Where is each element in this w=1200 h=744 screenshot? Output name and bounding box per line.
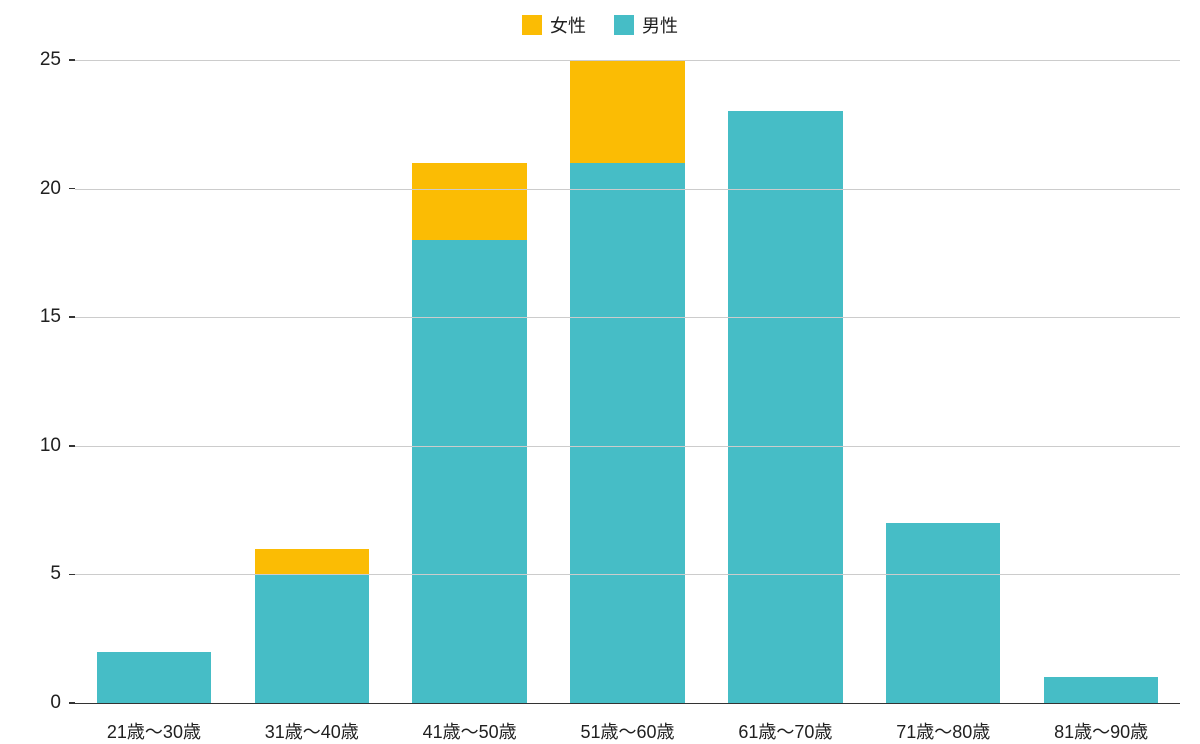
x-axis-label: 51歳～60歳 — [549, 712, 707, 742]
bar-segment-女性 — [412, 163, 526, 240]
bar-group — [864, 60, 1022, 703]
x-axis-label: 81歳～90歳 — [1022, 712, 1180, 742]
y-axis-tick — [69, 702, 75, 704]
legend: 女性 男性 — [0, 12, 1200, 38]
x-axis-label: 71歳～80歳 — [864, 712, 1022, 742]
y-axis-tick — [69, 59, 75, 61]
bar-group — [1022, 60, 1180, 703]
y-axis-tick — [69, 316, 75, 318]
y-axis-tick — [69, 188, 75, 190]
legend-item-male: 男性 — [614, 12, 678, 38]
bar-stack — [97, 652, 211, 703]
x-axis-label: 61歳～70歳 — [706, 712, 864, 742]
gridline — [75, 574, 1180, 575]
bar-stack — [570, 60, 684, 703]
gridline — [75, 189, 1180, 190]
bar-segment-男性 — [97, 652, 211, 703]
bar-segment-男性 — [255, 574, 369, 703]
legend-item-female: 女性 — [522, 12, 586, 38]
bar-stack — [886, 523, 1000, 703]
bar-group — [549, 60, 707, 703]
gridline — [75, 446, 1180, 447]
bar-group — [706, 60, 864, 703]
x-axis-label: 31歳～40歳 — [233, 712, 391, 742]
x-axis-label: 41歳～50歳 — [391, 712, 549, 742]
chart-container: 女性 男性 0510152025 21歳～30歳31歳～40歳41歳～50歳51… — [0, 0, 1200, 742]
bar-segment-男性 — [412, 240, 526, 703]
legend-swatch-female — [522, 15, 542, 35]
gridline — [75, 317, 1180, 318]
x-axis-label: 21歳～30歳 — [75, 712, 233, 742]
bar-segment-男性 — [886, 523, 1000, 703]
bar-stack — [255, 549, 369, 703]
y-tick-label: 20 — [21, 178, 61, 200]
legend-swatch-male — [614, 15, 634, 35]
bar-stack — [412, 163, 526, 703]
bar-group — [233, 60, 391, 703]
gridline — [75, 60, 1180, 61]
y-axis-tick — [69, 445, 75, 447]
y-tick-label: 5 — [21, 563, 61, 585]
bar-group — [391, 60, 549, 703]
plot-area: 0510152025 — [75, 60, 1180, 704]
y-tick-label: 25 — [21, 49, 61, 71]
legend-label-male: 男性 — [642, 12, 678, 38]
bars-row — [75, 60, 1180, 703]
bar-stack — [728, 111, 842, 703]
y-axis-tick — [69, 574, 75, 576]
legend-label-female: 女性 — [550, 12, 586, 38]
bar-segment-男性 — [728, 111, 842, 703]
bar-group — [75, 60, 233, 703]
bar-segment-女性 — [570, 60, 684, 163]
y-tick-label: 10 — [21, 435, 61, 457]
bar-stack — [1044, 677, 1158, 703]
y-tick-label: 15 — [21, 306, 61, 328]
bar-segment-男性 — [1044, 677, 1158, 703]
bar-segment-女性 — [255, 549, 369, 575]
bar-segment-男性 — [570, 163, 684, 703]
y-tick-label: 0 — [21, 692, 61, 714]
x-axis-labels: 21歳～30歳31歳～40歳41歳～50歳51歳～60歳61歳～70歳71歳～8… — [75, 712, 1180, 742]
